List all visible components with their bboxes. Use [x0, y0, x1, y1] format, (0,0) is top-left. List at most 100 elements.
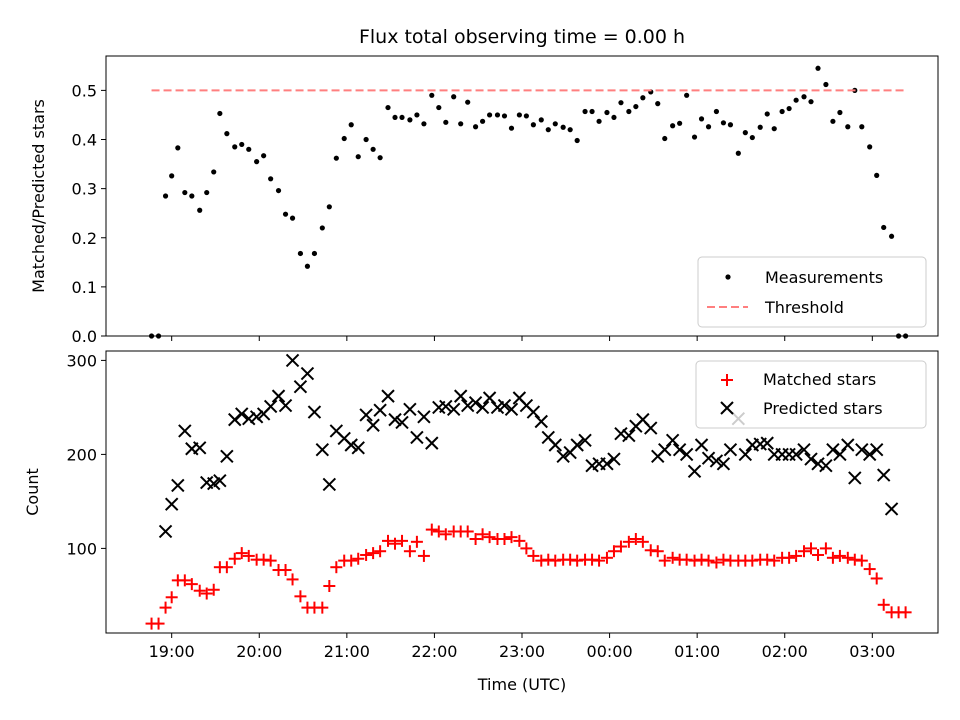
- predicted-stars-point: [600, 457, 614, 471]
- matched-stars-point: [403, 545, 416, 558]
- matched-stars-point: [833, 549, 846, 562]
- predicted-stars-point: [679, 447, 694, 462]
- measurements-point: [472, 124, 479, 130]
- predicted-stars-point: [278, 398, 293, 413]
- count-x-tick-label: 00:00: [587, 642, 633, 661]
- predicted-stars-point: [359, 408, 373, 422]
- predicted-stars-point: [417, 410, 431, 424]
- predicted-stars-point: [644, 421, 658, 435]
- predicted-stars-point: [738, 447, 753, 462]
- matched-stars-point: [235, 547, 248, 560]
- predicted-stars-point: [578, 433, 592, 448]
- predicted-stars-point: [869, 442, 884, 457]
- matched-stars-point: [228, 552, 241, 565]
- matched-stars-point: [432, 525, 445, 538]
- measurements-point: [355, 154, 361, 160]
- measurements-point: [845, 124, 851, 130]
- count-x-tick-label: 01:00: [674, 642, 720, 661]
- measurements-point: [655, 101, 661, 107]
- measurements-point: [640, 95, 646, 101]
- count-legend: Matched stars Predicted stars: [695, 360, 927, 429]
- predicted-stars-point: [819, 458, 833, 473]
- measurements-point: [611, 114, 617, 121]
- legend-measurements-marker: [725, 274, 731, 280]
- matched-stars-point: [527, 549, 540, 562]
- matched-stars-point: [279, 564, 292, 577]
- measurements-point: [204, 189, 210, 196]
- predicted-stars-point: [760, 436, 774, 450]
- ratio-y-tick-label: 0.5: [72, 81, 97, 100]
- measurements-point: [604, 109, 610, 116]
- measurements-point: [516, 112, 522, 118]
- predicted-stars-point: [709, 454, 724, 468]
- measurements-point: [311, 250, 318, 257]
- measurements-point: [874, 172, 880, 178]
- predicted-stars-point: [271, 389, 286, 403]
- matched-stars-point: [658, 554, 671, 567]
- matched-stars-point: [520, 542, 533, 555]
- measurements-point: [494, 112, 501, 118]
- predicted-stars-point: [855, 442, 869, 457]
- measurements-point: [443, 119, 449, 125]
- measurements-point: [764, 111, 770, 117]
- predicted-stars-point: [460, 398, 475, 413]
- predicted-stars-point: [439, 399, 453, 414]
- matched-stars-point: [513, 534, 526, 547]
- measurements-point: [735, 150, 741, 156]
- matched-stars-point: [629, 533, 642, 545]
- measurements-point: [662, 135, 668, 142]
- measurements-point: [254, 159, 260, 165]
- measurements-point: [217, 110, 223, 117]
- matched-stars-point: [242, 549, 255, 562]
- measurements-point: [552, 121, 558, 127]
- legend-threshold-label: Threshold: [764, 298, 844, 317]
- count-x-tick-label: 03:00: [849, 642, 895, 661]
- predicted-stars-point: [482, 391, 497, 405]
- measurements-point: [429, 92, 435, 98]
- measurements-point: [451, 94, 457, 100]
- predicted-stars-point: [373, 403, 387, 417]
- predicted-stars-point: [293, 380, 308, 394]
- matched-stars-point: [159, 601, 172, 614]
- measurements-point: [275, 187, 282, 194]
- predicted-stars-point: [826, 442, 840, 457]
- count-x-tick-label: 21:00: [324, 642, 370, 661]
- predicted-stars-point: [833, 447, 847, 462]
- x-axis-label: Time (UTC): [477, 675, 566, 694]
- predicted-stars-point: [723, 442, 738, 457]
- matched-stars-point: [193, 584, 206, 597]
- count-y-axis-label: Count: [23, 468, 42, 516]
- count-y-tick-label: 100: [66, 539, 97, 558]
- measurements-point: [823, 81, 829, 88]
- measurements-point: [757, 124, 763, 130]
- measurements-point: [162, 193, 169, 199]
- measurements-point: [837, 109, 843, 116]
- ratio-panel: 0.0 0.1 0.2 0.3 0.4 0.5 Matched/Predicted sta…: [29, 55, 939, 346]
- count-y-tick-label: 300: [66, 351, 97, 370]
- measurements-point: [815, 65, 821, 71]
- measurements-point: [289, 215, 296, 221]
- ratio-y-tick-label: 0.0: [72, 327, 97, 346]
- measurements-point: [567, 127, 573, 133]
- predicted-stars-point: [381, 389, 395, 403]
- matched-stars-point: [178, 574, 191, 587]
- matched-stars-point: [768, 554, 781, 567]
- measurements-point: [808, 99, 814, 105]
- predicted-stars-point: [504, 402, 519, 416]
- measurements-point: [370, 146, 376, 152]
- measurements-point: [333, 155, 339, 161]
- matched-stars-point: [152, 617, 165, 630]
- measurements-point: [560, 124, 566, 130]
- matched-stars-point: [783, 551, 796, 564]
- predicted-stars-point: [665, 433, 680, 448]
- measurements-point: [582, 108, 588, 115]
- measurements-point: [385, 104, 391, 111]
- measurements-point: [670, 123, 676, 129]
- matched-stars-point: [826, 551, 839, 564]
- matched-stars-point: [476, 528, 489, 541]
- predicted-stars-point: [300, 366, 315, 381]
- measurements-point: [742, 130, 748, 136]
- measurements-point: [830, 118, 836, 124]
- predicted-stars-point: [307, 405, 322, 419]
